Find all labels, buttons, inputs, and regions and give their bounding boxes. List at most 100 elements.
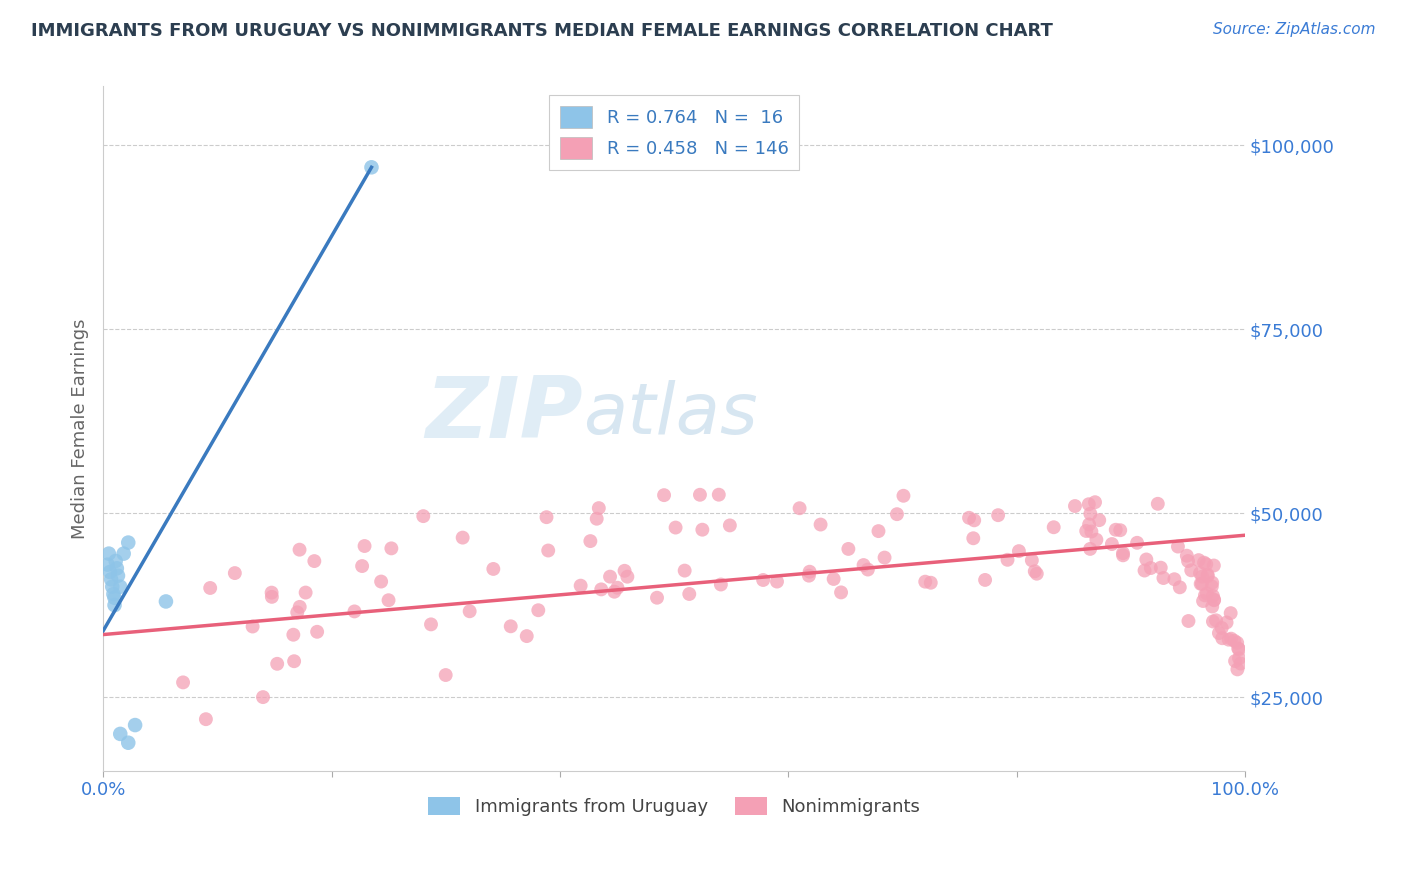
Point [893,489,915,503]
Y-axis label: Median Female Earnings: Median Female Earnings [72,318,89,539]
Point [124,718,146,732]
Point [579,534,602,549]
Text: IMMIGRANTS FROM URUGUAY VS NONIMMIGRANTS MEDIAN FEMALE EARNINGS CORRELATION CHAR: IMMIGRANTS FROM URUGUAY VS NONIMMIGRANTS… [31,22,1053,40]
Point [537,543,560,558]
Point [1226,636,1249,650]
Point [1220,632,1243,646]
Point [616,570,638,584]
Point [1163,572,1185,586]
Point [104,554,127,568]
Point [458,604,481,618]
Point [957,510,980,524]
Point [260,590,283,604]
Point [1112,549,1135,563]
Point [752,573,775,587]
Point [283,654,305,668]
Point [1177,554,1199,568]
Point [412,509,434,524]
Point [799,565,821,579]
Point [1150,560,1173,574]
Point [1195,586,1218,600]
Point [569,579,592,593]
Point [1202,558,1225,573]
Point [1202,593,1225,607]
Point [868,524,890,538]
Point [645,591,668,605]
Point [516,629,538,643]
Point [1080,507,1102,521]
Point [914,574,936,589]
Point [101,580,124,594]
Point [823,572,845,586]
Legend: Immigrants from Uruguay, Nonimmigrants: Immigrants from Uruguay, Nonimmigrants [420,789,928,823]
Point [673,564,696,578]
Point [1201,599,1223,614]
Point [110,727,132,741]
Point [1227,642,1250,657]
Point [288,542,311,557]
Point [1195,558,1218,572]
Point [1223,654,1246,668]
Point [1202,615,1225,629]
Point [1025,566,1047,581]
Point [242,619,264,633]
Point [810,517,832,532]
Point [1194,588,1216,602]
Point [224,566,246,580]
Point [105,561,128,575]
Point [103,587,125,601]
Point [1084,495,1107,509]
Point [1202,589,1225,603]
Point [1227,641,1250,656]
Point [1078,517,1101,532]
Point [117,535,139,549]
Point [1192,594,1215,608]
Point [1226,662,1249,676]
Point [283,628,305,642]
Point [252,690,274,705]
Point [974,573,997,587]
Point [1211,631,1233,645]
Point [112,547,135,561]
Point [1140,561,1163,575]
Point [304,554,326,568]
Point [260,585,283,599]
Point [852,558,875,572]
Point [1080,524,1102,539]
Point [451,531,474,545]
Text: ZIP: ZIP [425,374,582,457]
Point [380,541,402,556]
Point [434,668,457,682]
Point [100,573,122,587]
Point [1204,592,1226,607]
Point [1133,564,1156,578]
Point [1223,633,1246,648]
Point [585,512,607,526]
Point [591,582,613,597]
Point [172,675,194,690]
Point [288,599,311,614]
Point [352,559,374,574]
Point [1201,579,1223,593]
Point [527,603,550,617]
Point [665,520,688,534]
Point [1024,564,1046,578]
Point [98,565,121,579]
Point [1197,567,1219,582]
Point [1175,549,1198,563]
Point [1077,497,1099,511]
Point [1189,577,1212,591]
Point [1076,524,1098,538]
Point [1177,614,1199,628]
Point [1215,615,1237,630]
Point [963,513,986,527]
Point [652,488,675,502]
Point [107,568,129,582]
Point [689,488,711,502]
Point [1191,569,1213,583]
Point [1211,621,1233,635]
Point [370,574,392,589]
Point [766,574,789,589]
Point [830,585,852,599]
Point [1042,520,1064,534]
